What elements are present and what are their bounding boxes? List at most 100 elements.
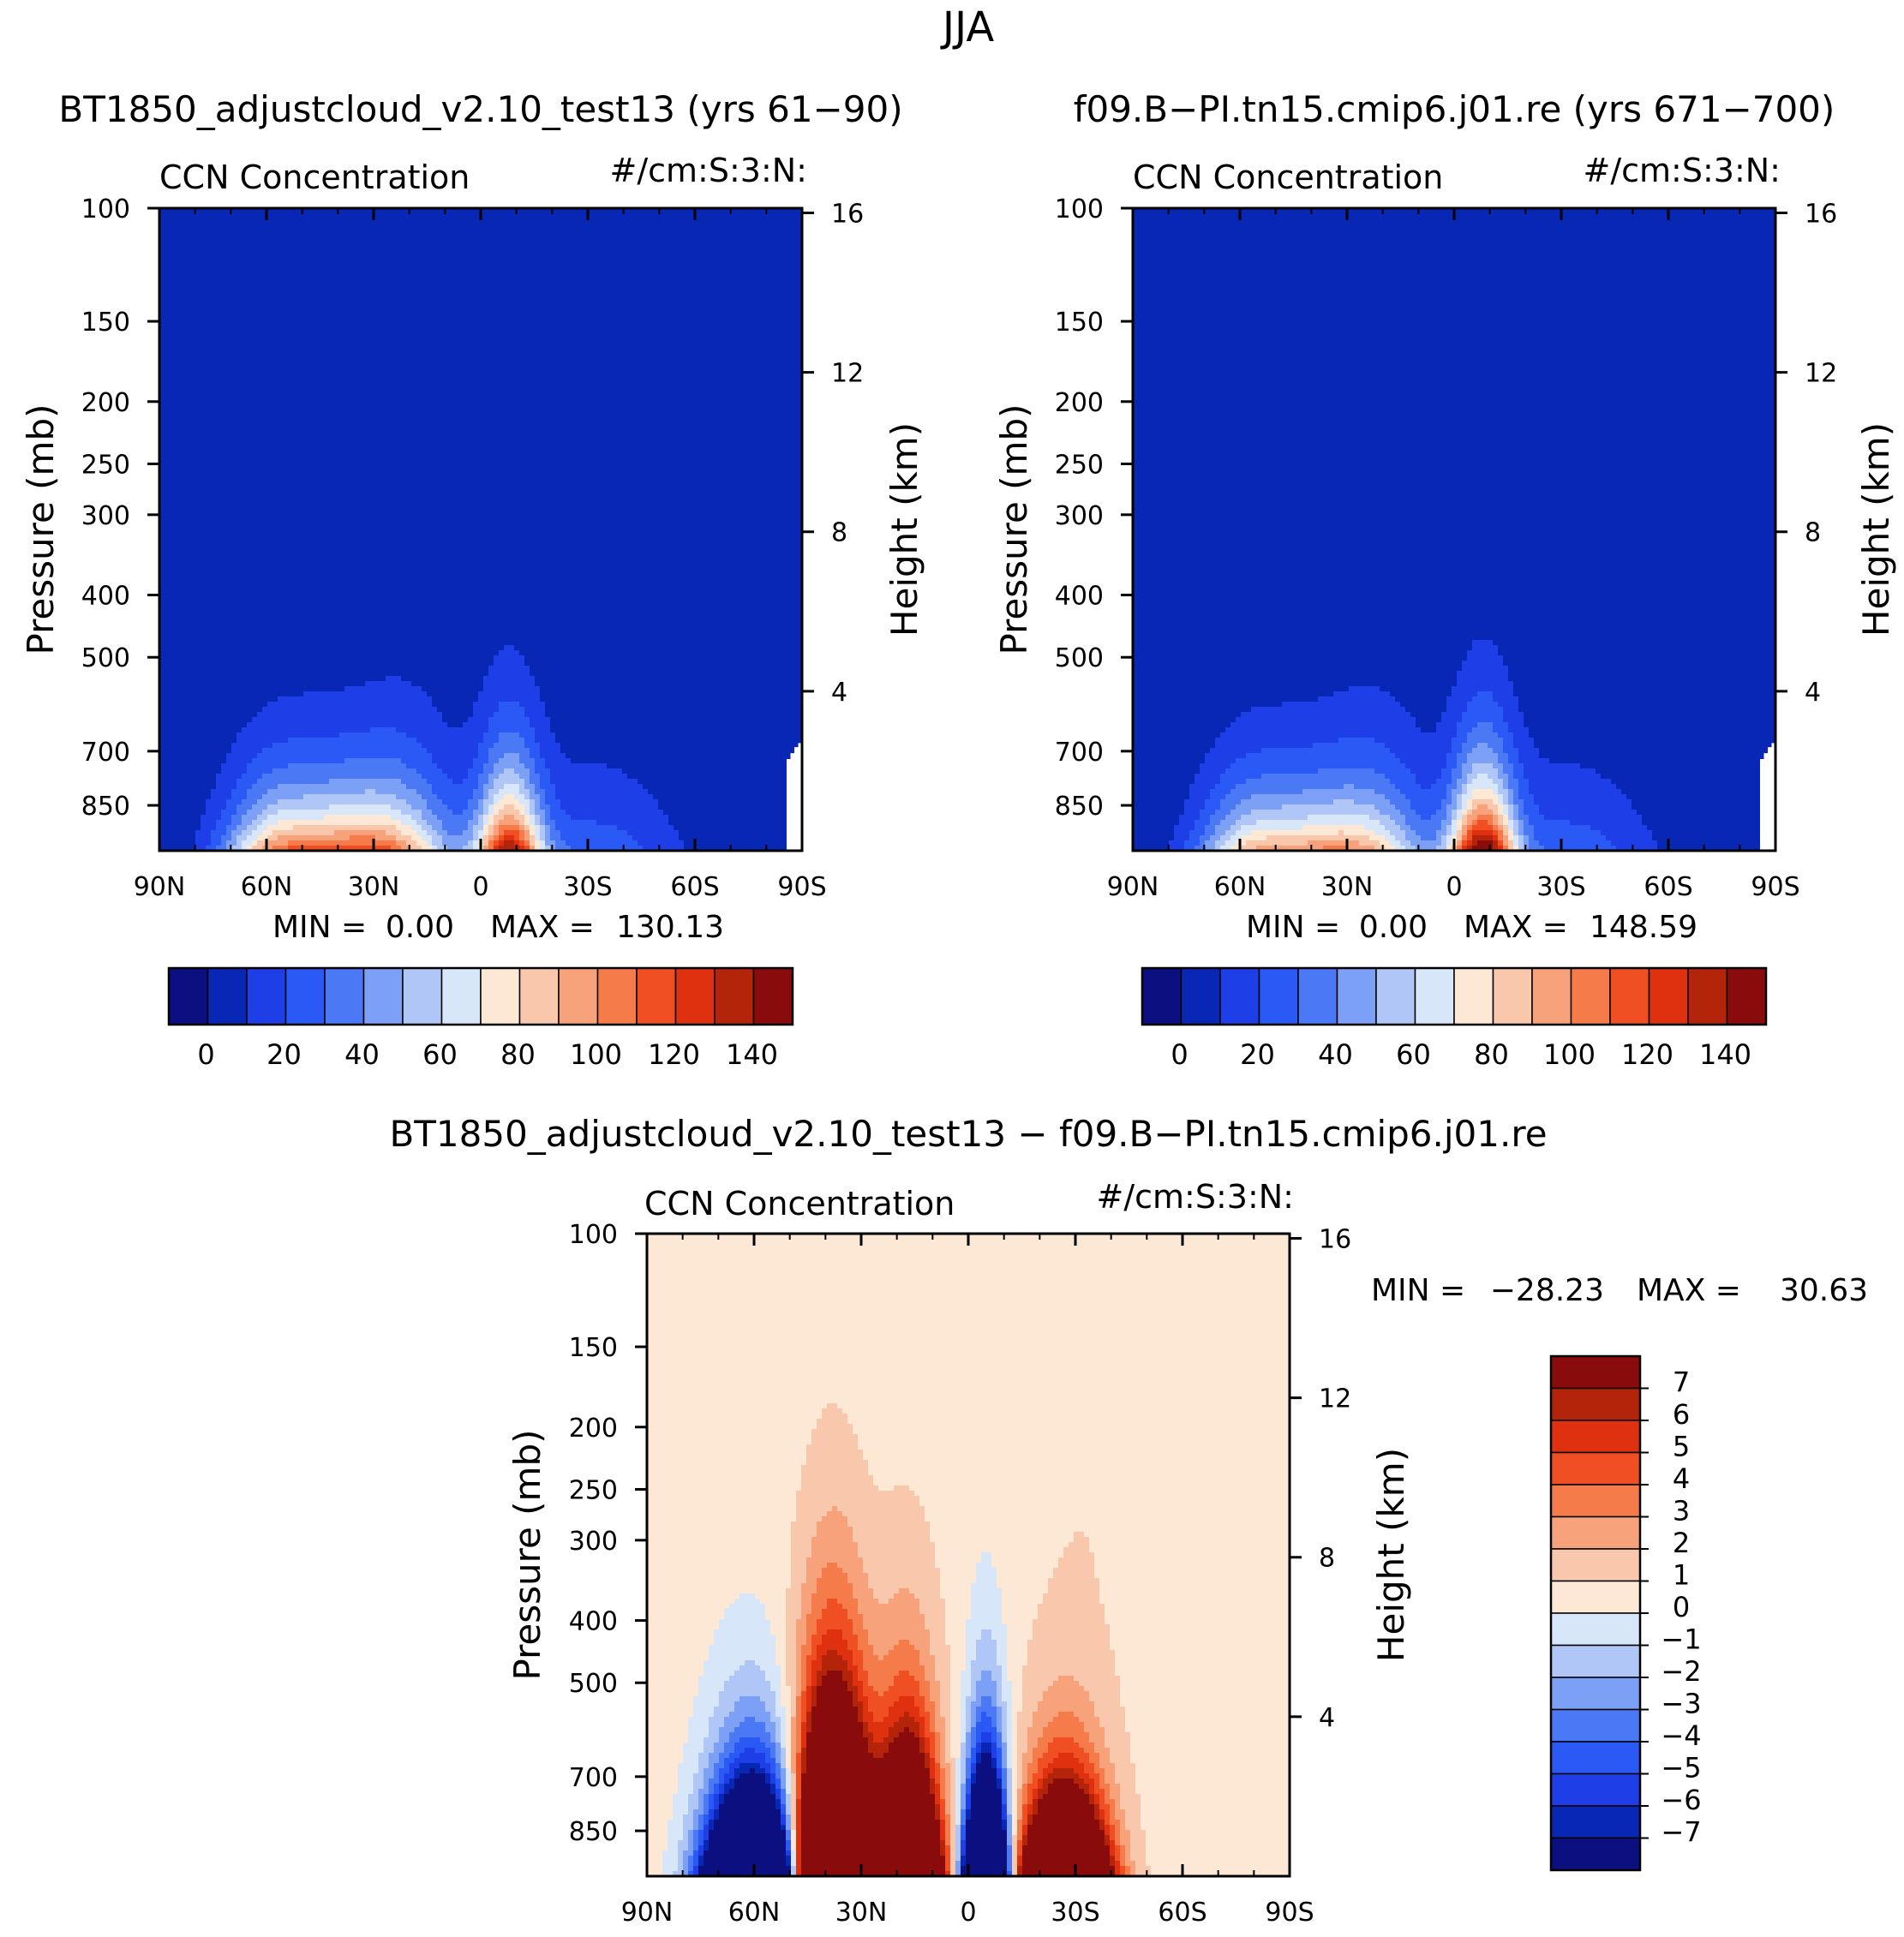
contour-cell bbox=[775, 1640, 786, 1645]
contour-cell bbox=[1099, 1717, 1125, 1722]
contour-cell bbox=[822, 1635, 842, 1640]
contour-cell bbox=[1002, 1814, 1007, 1820]
panel-2-max-label: MAX = bbox=[1464, 910, 1568, 945]
contour-cell bbox=[647, 1342, 1290, 1347]
contour-cell bbox=[775, 1737, 781, 1743]
contour-cell bbox=[781, 1696, 791, 1701]
contour-cell bbox=[853, 1629, 868, 1635]
x-tick-label: 90S bbox=[777, 872, 826, 902]
contour-cell bbox=[724, 1686, 770, 1691]
panel-1-ylabel: Pressure (mb) bbox=[20, 404, 62, 655]
contour-cell bbox=[729, 1763, 739, 1768]
contour-cell bbox=[894, 1701, 914, 1707]
contour-cell bbox=[1457, 846, 1462, 851]
contour-cell bbox=[1405, 835, 1421, 840]
colorbar-swatch bbox=[518, 967, 560, 1025]
contour-cell bbox=[693, 1825, 698, 1830]
contour-cell bbox=[1236, 717, 1416, 722]
contour-cell bbox=[1043, 1727, 1084, 1732]
contour-cell bbox=[1022, 1701, 1038, 1707]
contour-cell bbox=[1074, 1676, 1120, 1681]
contour-cell bbox=[786, 1861, 791, 1866]
contour-cell bbox=[535, 840, 540, 846]
contour-cell bbox=[1146, 1845, 1290, 1850]
contour-cell bbox=[1027, 1732, 1043, 1737]
contour-cell bbox=[1498, 820, 1503, 825]
contour-cell bbox=[698, 1856, 704, 1861]
contour-cell bbox=[683, 1856, 688, 1861]
contour-cell bbox=[961, 1820, 966, 1825]
contour-cell bbox=[971, 1737, 976, 1743]
contour-cell bbox=[1012, 1768, 1017, 1773]
contour-cell bbox=[1002, 1809, 1007, 1814]
contour-cell bbox=[817, 1696, 853, 1701]
contour-cell bbox=[252, 758, 344, 763]
y-tick-label: 300 bbox=[1055, 501, 1104, 531]
contour-cell bbox=[1017, 1717, 1033, 1722]
contour-cell bbox=[530, 830, 535, 835]
contour-cell bbox=[806, 1686, 811, 1691]
y-tick-label: 400 bbox=[1055, 582, 1104, 612]
contour-cell bbox=[997, 1743, 1002, 1748]
contour-cell bbox=[1513, 732, 1529, 738]
contour-cell bbox=[1002, 1789, 1007, 1794]
x-tick-label: 90N bbox=[621, 1898, 674, 1928]
contour-cell bbox=[801, 1794, 935, 1799]
contour-cell bbox=[647, 1583, 791, 1588]
contour-cell bbox=[1105, 1835, 1110, 1840]
contour-cell bbox=[1230, 835, 1241, 840]
contour-cell bbox=[1498, 753, 1508, 758]
contour-cell bbox=[775, 1727, 781, 1732]
contour-cell bbox=[796, 1840, 801, 1845]
contour-cell bbox=[1053, 1737, 1074, 1743]
contour-cell bbox=[1027, 1640, 1110, 1645]
contour-cell bbox=[1115, 1779, 1135, 1784]
contour-cell bbox=[976, 1707, 997, 1712]
contour-cell bbox=[560, 830, 627, 835]
contour-cell bbox=[781, 1676, 786, 1681]
contour-cell bbox=[971, 1814, 1002, 1820]
contour-cell bbox=[1048, 1773, 1079, 1779]
contour-cell bbox=[1120, 1871, 1125, 1876]
contour-cell bbox=[853, 1624, 863, 1629]
colorbar-label: 2 bbox=[1673, 1527, 1690, 1559]
contour-cell bbox=[1349, 686, 1380, 691]
contour-cell bbox=[1135, 1779, 1290, 1784]
contour-cell bbox=[540, 784, 555, 789]
contour-cell bbox=[1220, 774, 1261, 779]
contour-cell bbox=[647, 1763, 678, 1768]
contour-cell bbox=[1089, 1691, 1120, 1696]
contour-cell bbox=[519, 835, 524, 840]
contour-cell bbox=[847, 1522, 930, 1527]
contour-cell bbox=[791, 1537, 811, 1542]
contour-cell bbox=[1017, 1799, 1022, 1804]
contour-cell bbox=[1012, 1763, 1017, 1768]
contour-cell bbox=[1518, 810, 1524, 815]
y2-tick-label: 4 bbox=[1319, 1703, 1335, 1733]
colorbar-label: 5 bbox=[1673, 1431, 1690, 1463]
contour-cell bbox=[1038, 1743, 1048, 1748]
contour-cell bbox=[709, 1845, 786, 1850]
contour-cell bbox=[976, 1779, 997, 1784]
contour-cell bbox=[935, 1763, 940, 1768]
contour-cell bbox=[519, 810, 524, 815]
contour-cell bbox=[1462, 810, 1467, 815]
contour-cell bbox=[1017, 1727, 1027, 1732]
contour-cell bbox=[499, 738, 524, 743]
contour-cell bbox=[997, 1773, 1002, 1779]
contour-cell bbox=[1508, 835, 1513, 840]
contour-cell bbox=[925, 1743, 930, 1748]
contour-cell bbox=[1002, 1825, 1007, 1830]
contour-cell bbox=[801, 1701, 806, 1707]
contour-cell bbox=[1007, 1640, 1027, 1645]
y-tick-label: 250 bbox=[569, 1475, 618, 1505]
contour-cell bbox=[1027, 1779, 1033, 1784]
contour-cell bbox=[1282, 804, 1374, 810]
y2-tick-label: 12 bbox=[1805, 359, 1837, 389]
contour-cell bbox=[262, 830, 272, 835]
contour-cell bbox=[693, 1861, 698, 1866]
contour-cell bbox=[853, 1593, 873, 1599]
contour-cell bbox=[473, 830, 478, 835]
contour-cell bbox=[278, 784, 406, 789]
contour-cell bbox=[1141, 1794, 1290, 1799]
